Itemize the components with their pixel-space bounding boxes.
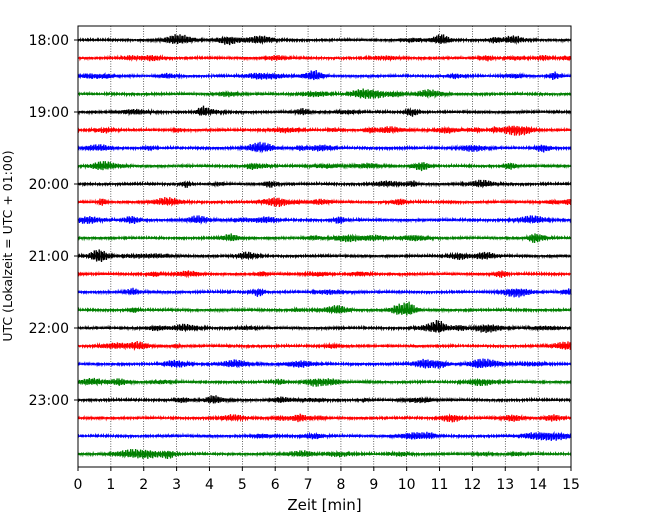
trace-line (77, 88, 572, 99)
x-tick-label: 9 (369, 477, 378, 493)
trace-line (77, 196, 572, 207)
x-tick-label: 14 (529, 477, 547, 493)
y-tick-label: 22:00 (29, 321, 69, 337)
y-tick-label: 23:00 (29, 393, 69, 409)
x-tick-label: 0 (74, 477, 83, 493)
trace-line (77, 341, 572, 351)
x-axis-label: Zeit [min] (287, 496, 361, 514)
x-tick-label: 4 (205, 477, 214, 493)
x-tick-label: 3 (172, 477, 181, 493)
trace-line (77, 358, 572, 369)
trace-line (77, 301, 572, 316)
trace-line (77, 54, 572, 62)
grid-lines (110, 26, 539, 467)
seismic-traces (77, 34, 572, 460)
trace-line (77, 233, 572, 243)
x-tick-label: 6 (271, 477, 280, 493)
trace-line (77, 105, 572, 117)
trace-line (77, 449, 572, 460)
trace-line (77, 430, 572, 441)
x-tick-label: 1 (106, 477, 115, 493)
trace-line (77, 270, 572, 279)
x-tick-label: 8 (336, 477, 345, 493)
y-tick-label: 20:00 (29, 177, 69, 193)
trace-line (77, 161, 572, 172)
x-tick-label: 13 (496, 477, 514, 493)
trace-line (77, 215, 572, 225)
trace-line (77, 413, 572, 423)
x-tick-label: 5 (238, 477, 247, 493)
trace-line (77, 70, 572, 81)
y-tick-label: 21:00 (29, 249, 69, 265)
x-tick-label: 11 (431, 477, 449, 493)
trace-line (77, 287, 572, 298)
trace-line (77, 34, 572, 46)
trace-line (77, 395, 572, 405)
x-tick-label: 2 (139, 477, 148, 493)
trace-line (77, 179, 572, 189)
x-tick-label: 15 (562, 477, 580, 493)
x-tick-label: 7 (304, 477, 313, 493)
trace-line (77, 320, 572, 333)
plot-area (78, 26, 571, 467)
trace-line (77, 125, 572, 136)
trace-line (77, 141, 572, 154)
y-tick-label: 18:00 (29, 33, 69, 49)
trace-line (77, 377, 572, 387)
x-tick-label: 12 (463, 477, 481, 493)
plot-frame (77, 25, 572, 468)
trace-line (77, 249, 572, 262)
y-axis: 18:00 19:00 20:00 21:00 22:00 23:00 (29, 33, 78, 409)
y-tick-label: 19:00 (29, 105, 69, 121)
x-tick-label: 10 (398, 477, 416, 493)
y-axis-label: UTC (Lokalzeit = UTC + 01:00) (0, 150, 15, 341)
x-axis: 0 1 2 3 4 5 6 7 8 9 10 11 12 13 14 15 (74, 467, 580, 493)
